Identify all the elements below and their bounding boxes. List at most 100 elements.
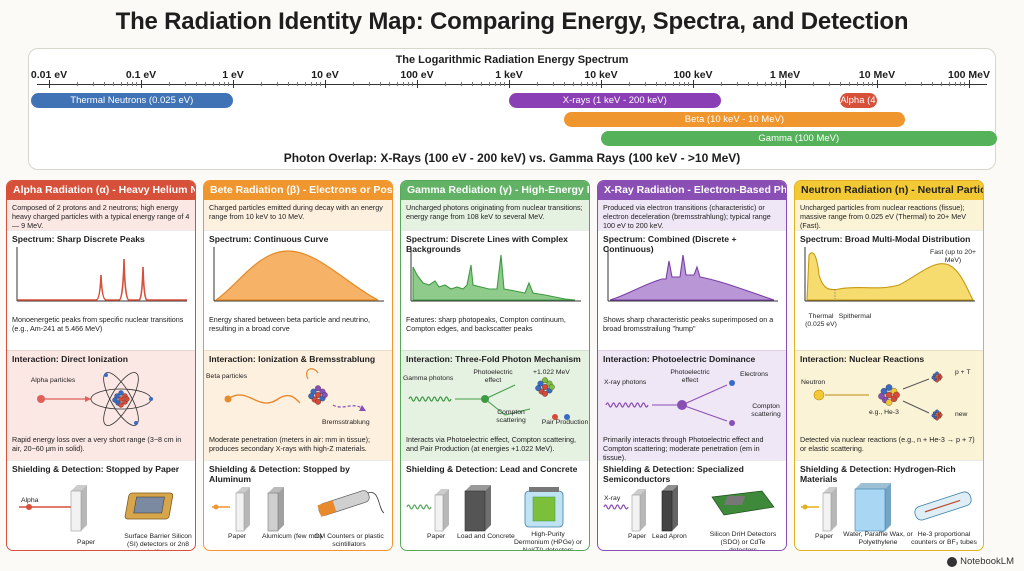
- spectrum-minor-tick: [665, 82, 667, 86]
- beta-interaction-label: Bremsstrablung: [322, 419, 370, 426]
- spectrum-minor-tick: [228, 82, 230, 86]
- spectrum-minor-tick: [311, 82, 313, 86]
- gamma-shielding-label: Paper: [427, 533, 446, 540]
- spectrum-tick-label: 10 eV: [311, 69, 339, 81]
- spectrum-minor-tick: [628, 82, 630, 86]
- xray-interaction-diagram: [602, 365, 782, 438]
- spectrum-minor-tick: [472, 82, 474, 86]
- spectrum-minor-tick: [941, 82, 943, 86]
- spectrum-tick-label: 100 MeV: [947, 69, 991, 81]
- beta-description: Charged particles emitted during decay w…: [204, 200, 392, 230]
- page-title: The Radiation Identity Map: Comparing En…: [115, 8, 909, 35]
- neutron-interaction-note: Detected via nuclear reactions (e.g., n …: [800, 435, 975, 453]
- spectrum-minor-tick: [288, 82, 290, 86]
- spectrum-tick: [601, 80, 602, 88]
- energy-band: X-rays (1 keV - 200 keV): [509, 93, 721, 108]
- spectrum-minor-tick: [461, 82, 463, 86]
- spectrum-tick-label: 100 keV: [673, 69, 713, 81]
- spectrum-minor-tick: [771, 82, 773, 86]
- spectrum-minor-tick: [260, 82, 262, 86]
- spectrum-minor-tick: [645, 82, 647, 86]
- spectrum-axis: [37, 84, 987, 85]
- spectrum-tick: [141, 80, 142, 88]
- beta-interaction-title: Interaction: Ionization & Bremsstrablung: [209, 354, 376, 364]
- spectrum-minor-tick: [964, 82, 966, 86]
- spectrum-minor-tick: [185, 82, 187, 86]
- beta-spectrum-note: Energy shared between beta particle and …: [209, 315, 371, 333]
- beta-interaction-section: Interaction: Ionization & Bremsstrablung…: [204, 350, 392, 460]
- alpha-spectrum-title: Spectrum: Sharp Discrete Peaks: [12, 234, 145, 244]
- beta-shielding-section: Shielding & Detection: Stopped by Alumin…: [204, 460, 392, 549]
- spectrum-minor-tick: [587, 82, 589, 86]
- xray-spectrum-note: Shows sharp characteristic peaks superim…: [603, 315, 774, 333]
- alpha-spectrum-section: Spectrum: Sharp Discrete Peaks Monoenerg…: [7, 230, 195, 350]
- gamma-spectrum-note: Features: sharp photopeaks, Compton cont…: [406, 315, 566, 333]
- spectrum-minor-tick: [863, 82, 865, 86]
- neutron-description: Uncharged particles from nuclear reactio…: [795, 200, 983, 230]
- beta-shielding-diagram: [208, 483, 388, 538]
- spectrum-minor-tick: [297, 82, 299, 86]
- gamma-description: Uncharged photons originating from nucle…: [401, 200, 589, 230]
- beta-header: Bete Radiation (β) - Electrons or Positr…: [204, 181, 392, 200]
- beta-interaction-diagram: [208, 365, 388, 438]
- alpha-interaction-label: Alpha particles: [30, 377, 76, 384]
- spectrum-minor-tick: [672, 82, 674, 86]
- alpha-shielding-label: Surface Barrier Silicon (SI) detectors o…: [124, 533, 192, 550]
- spectrum-minor-tick: [223, 82, 225, 86]
- beta-interaction-label: Beta particles: [206, 373, 248, 380]
- spectrum-tick-label: 1 MeV: [769, 69, 801, 81]
- spectrum-minor-tick: [136, 82, 138, 86]
- spectrum-tick: [509, 80, 510, 88]
- spectrum-tick-label: 10 MeV: [858, 69, 896, 81]
- spectrum-minor-tick: [380, 82, 382, 86]
- spectrum-minor-tick: [867, 82, 869, 86]
- spectrum-tick: [877, 80, 878, 88]
- beta-spectrum-title: Spectrum: Continuous Curve: [209, 234, 329, 244]
- beta-shielding-label: Paper: [228, 533, 247, 540]
- spectrum-minor-tick: [580, 82, 582, 86]
- spectrum-minor-tick: [829, 82, 831, 86]
- alpha-description: Composed of 2 protons and 2 neutrons; hi…: [7, 200, 195, 230]
- xray-interaction-label: Compton scattering: [751, 403, 781, 418]
- spectrum-minor-tick: [212, 82, 214, 86]
- gamma-spectrum-section: Spectrum: Discrete Lines with Complex Ba…: [401, 230, 589, 350]
- spectrum-tick-label: 1 eV: [222, 69, 244, 81]
- neutron-interaction-title: Interaction: Nuclear Reactions: [800, 354, 925, 364]
- spectrum-minor-tick: [856, 82, 858, 86]
- spectrum-tick: [417, 80, 418, 88]
- neutron-interaction-label: e.g., He-3: [869, 409, 899, 416]
- spectrum-minor-tick: [352, 82, 354, 86]
- spectrum-minor-tick: [277, 82, 279, 86]
- spectrum-tick-label: 100 eV: [400, 69, 434, 81]
- spectrum-minor-tick: [764, 82, 766, 86]
- spectrum-minor-tick: [748, 82, 750, 86]
- spectrum-tick-label: 0.1 eV: [125, 69, 157, 81]
- neutron-spectrum-section: Spectrum: Broad Multi-Modal Distribution…: [795, 230, 983, 350]
- xray-spectrum-plot: [602, 245, 782, 312]
- alpha-spectrum-plot: [11, 245, 191, 312]
- alpha-header: Alpha Radiation (α) - Heavy Helium Nucle…: [7, 181, 195, 200]
- notebooklm-icon: [947, 556, 958, 567]
- xray-interaction-title: Interaction: Photoelectric Dominance: [603, 354, 756, 364]
- gamma-interaction-section: Interaction: Three-Fold Photon Mechanism…: [401, 350, 589, 460]
- spectrum-tick: [49, 80, 50, 88]
- spectrum-minor-tick: [315, 82, 317, 86]
- alpha-shielding-label: Paper: [77, 539, 96, 546]
- spectrum-minor-tick: [596, 82, 598, 86]
- spectrum-minor-tick: [76, 82, 78, 86]
- alpha-shielding-label: Alpha: [21, 497, 39, 504]
- gamma-shielding-label: Load and Concrete: [457, 533, 515, 540]
- spectrum-minor-tick: [205, 82, 207, 86]
- spectrum-tick: [325, 80, 326, 88]
- alpha-shielding-title: Shielding & Detection: Stopped by Paper: [12, 464, 180, 474]
- gamma-spectrum-title: Spectrum: Discrete Lines with Complex Ba…: [406, 234, 568, 254]
- spectrum-minor-tick: [955, 82, 957, 86]
- neutron-spectrum-label: Thermal (0.025 eV): [805, 313, 837, 328]
- spectrum-minor-tick: [812, 82, 814, 86]
- xray-interaction-label: Electrons: [740, 371, 769, 378]
- spectrum-minor-tick: [320, 82, 322, 86]
- spectrum-minor-tick: [553, 82, 555, 86]
- xray-shielding-label: Silicon DriH Detectors (SDO) or CdTe det…: [709, 531, 777, 551]
- spectrum-minor-tick: [93, 82, 95, 86]
- spectrum-minor-tick: [720, 82, 722, 86]
